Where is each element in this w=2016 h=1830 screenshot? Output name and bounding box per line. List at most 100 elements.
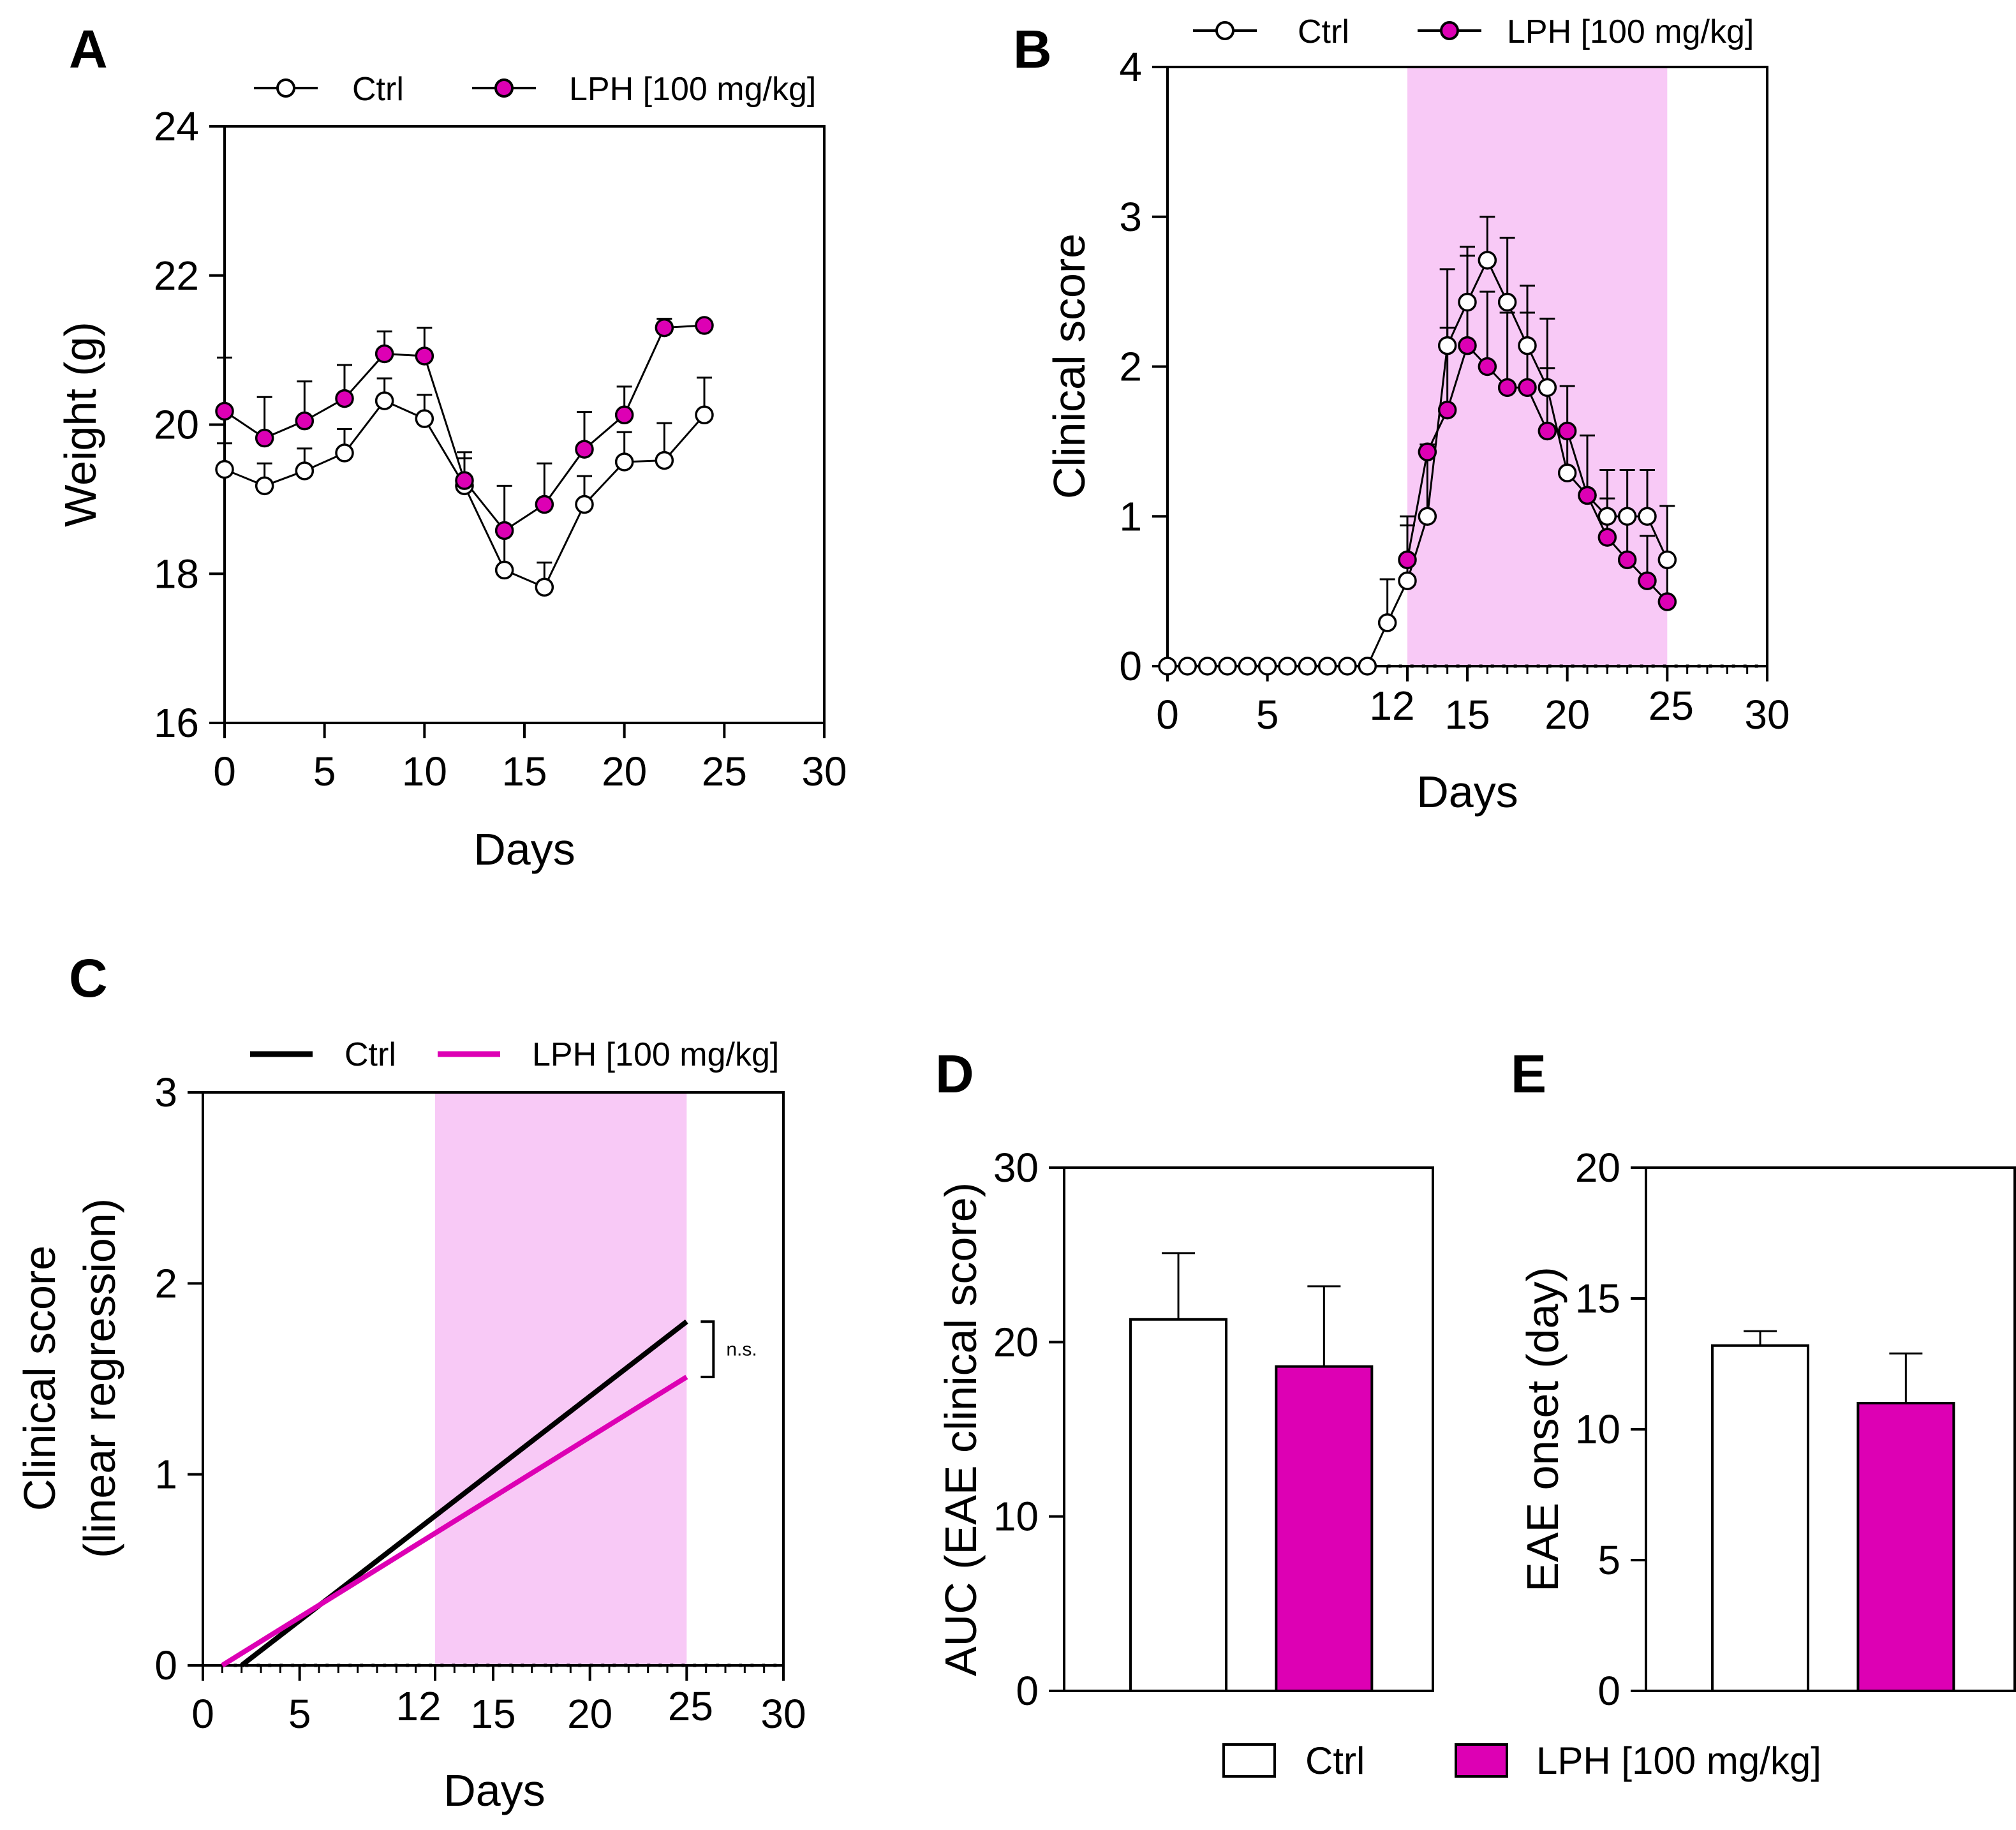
panel-e-ctrl-bar — [1711, 1344, 1810, 1693]
panel-d-ctrl-bar — [1129, 1318, 1228, 1693]
panel-b-ytick-label-3: 3 — [1119, 194, 1142, 240]
panel-e-ytick-label-20: 20 — [1575, 1145, 1620, 1191]
panel-c-ytick-label-3: 3 — [154, 1069, 177, 1115]
panel-b-ytick-label-2: 2 — [1119, 344, 1142, 390]
panel-a-ctrl-point-18 — [575, 495, 594, 514]
panel-a-ctrl-point-16 — [535, 577, 554, 597]
panel-a: A Ctrl LPH [100 mg/kg] 0 5 10 15 20 25 30 16 18 2… — [56, 19, 847, 874]
panel-a-lph-point-18 — [575, 440, 594, 459]
panel-a-ytick-label-18: 18 — [154, 551, 199, 597]
panel-c-xtick-label-20: 20 — [567, 1691, 612, 1737]
panel-b-ctrl-point-18 — [1518, 336, 1537, 355]
panel-b-ctrl-point-8 — [1317, 657, 1337, 676]
panel-a-letter: A — [69, 19, 108, 79]
panel-b-ctrl-point-11 — [1377, 613, 1397, 632]
panel-a-legend-ctrl: Ctrl — [352, 71, 404, 108]
panel-b-xtick-label-5: 5 — [1256, 692, 1279, 738]
panel-c-legend-ctrl: Ctrl — [345, 1036, 396, 1073]
panel-b-lph-point-13 — [1418, 442, 1437, 462]
panel-a-xtick-label-15: 15 — [501, 748, 547, 794]
panel-b-ytick-label-1: 1 — [1119, 493, 1142, 539]
panel-b-xtick-label-30: 30 — [1744, 692, 1790, 738]
panel-a-legend-lph: LPH [100 mg/kg] — [569, 71, 816, 108]
panel-a-ctrl-point-10 — [415, 409, 434, 428]
panel-a-ytick-label-22: 22 — [154, 253, 199, 299]
panel-b-ctrl-point-3 — [1218, 657, 1237, 676]
panel-b-xtick-label-12: 12 — [1369, 683, 1414, 729]
panel-c-xtick-label-12: 12 — [396, 1683, 441, 1729]
panel-a-xtick-label-30: 30 — [801, 748, 847, 794]
panel-b-ctrl-point-24 — [1638, 507, 1657, 526]
panel-d-ytick-label-10: 10 — [993, 1494, 1039, 1540]
panel-c-lph-regression-line — [221, 1374, 688, 1668]
panel-a-xtick-label-5: 5 — [313, 748, 336, 794]
panel-c-ylabel: Clinical score — [15, 1246, 64, 1511]
panel-b-legend: Ctrl LPH [100 mg/kg] — [1193, 13, 1754, 50]
panel-b-lph-point-17 — [1497, 378, 1517, 398]
panel-b-ctrl-point-10 — [1358, 657, 1377, 676]
panel-e-letter: E — [1511, 1044, 1546, 1104]
panel-b-ctrl-point-12 — [1398, 571, 1417, 590]
bars-legend-lph: LPH [100 mg/kg] — [1536, 1739, 1821, 1782]
panel-d-ytick-label-30: 30 — [993, 1145, 1039, 1191]
bars-legend-ctrl: Ctrl — [1305, 1739, 1365, 1782]
panel-a-lph-point-2 — [255, 428, 274, 448]
panel-b-ytick-label-4: 4 — [1119, 44, 1142, 90]
panel-a-lph-point-10 — [415, 346, 434, 366]
panel-c-xtick-label-5: 5 — [288, 1691, 311, 1737]
panel-b-ctrl-point-17 — [1497, 292, 1517, 312]
panel-b-xtick-label-0: 0 — [1156, 692, 1179, 738]
panel-b-ctrl-point-20 — [1557, 463, 1577, 482]
panel-b-xtick-label-20: 20 — [1545, 692, 1590, 738]
panel-b-xtick-label-25: 25 — [1649, 683, 1694, 729]
panel-a-ctrl-point-8 — [374, 391, 394, 410]
panel-b-ytick-label-0: 0 — [1119, 643, 1142, 689]
panel-b-ctrl-point-5 — [1257, 657, 1277, 676]
panel-c-ylabel-2: (linear regression) — [75, 1198, 124, 1558]
panel-a-xtick-label-20: 20 — [602, 748, 647, 794]
panel-b-ctrl-point-6 — [1278, 657, 1297, 676]
panel-d-ytick-label-0: 0 — [1016, 1668, 1039, 1714]
panel-a-xlabel: Days — [473, 824, 575, 874]
panel-e-ytick-label-0: 0 — [1597, 1668, 1620, 1714]
panel-b-legend-lph: LPH [100 mg/kg] — [1507, 13, 1754, 50]
panel-c-letter: C — [69, 948, 108, 1008]
panel-a-lph-point-16 — [535, 495, 554, 514]
panel-a-lph-point-6 — [335, 389, 354, 408]
panel-d: D 0 10 20 30 AUC (EAE clinical score) — [935, 1044, 1434, 1714]
panel-a-lph-point-20 — [614, 405, 634, 425]
panel-b-lph-point-22 — [1597, 528, 1617, 547]
panel-a-ytick-label-20: 20 — [154, 402, 199, 448]
panel-c-legend-lph: LPH [100 mg/kg] — [532, 1036, 779, 1073]
panel-b-lph-point-12 — [1398, 550, 1417, 570]
panel-b-xtick-label-15: 15 — [1444, 692, 1490, 738]
panel-a-ytick-label-16: 16 — [154, 700, 199, 746]
panel-a-lph-point-14 — [494, 521, 514, 540]
panel-b-ctrl-point-15 — [1458, 292, 1477, 312]
panel-e-lph-bar — [1857, 1402, 1955, 1692]
panel-c-ns-bracket: n.s. — [700, 1320, 757, 1379]
panel-b-ctrl-point-4 — [1238, 657, 1257, 676]
panel-c-ytick-label-1: 1 — [154, 1452, 177, 1498]
panel-e-ytick-label-15: 15 — [1575, 1276, 1620, 1321]
panel-a-ctrl-point-14 — [494, 560, 514, 580]
panel-c-xtick-label-0: 0 — [191, 1691, 214, 1737]
panel-b: B Ctrl LPH [100 mg/kg] 0 5 12 15 20 25 3001234… — [1013, 13, 1790, 817]
panel-a-lph-point-24 — [695, 316, 714, 335]
panel-a-ylabel: Weight (g) — [56, 322, 105, 527]
panel-b-lph-point-18 — [1518, 378, 1537, 398]
bars-legend-lph-swatch — [1455, 1743, 1508, 1778]
panel-a-ctrl-point-2 — [255, 476, 274, 496]
panel-d-letter: D — [935, 1044, 974, 1104]
panel-a-lph-line — [224, 324, 705, 532]
panel-b-lph-point-16 — [1478, 357, 1497, 376]
panel-a-ctrl-point-4 — [295, 461, 315, 480]
panel-c-ytick-label-2: 2 — [154, 1260, 177, 1306]
panel-b-ctrl-point-14 — [1437, 336, 1457, 355]
panel-b-ctrl-point-19 — [1538, 378, 1557, 398]
panel-d-ylabel: AUC (EAE clinical score) — [936, 1182, 986, 1676]
panel-b-xlabel: Days — [1416, 767, 1518, 817]
panel-c: C Ctrl LPH [100 mg/kg] 0 5 12 15 20 25 300123 … — [15, 948, 806, 1815]
panel-b-letter: B — [1013, 19, 1052, 79]
